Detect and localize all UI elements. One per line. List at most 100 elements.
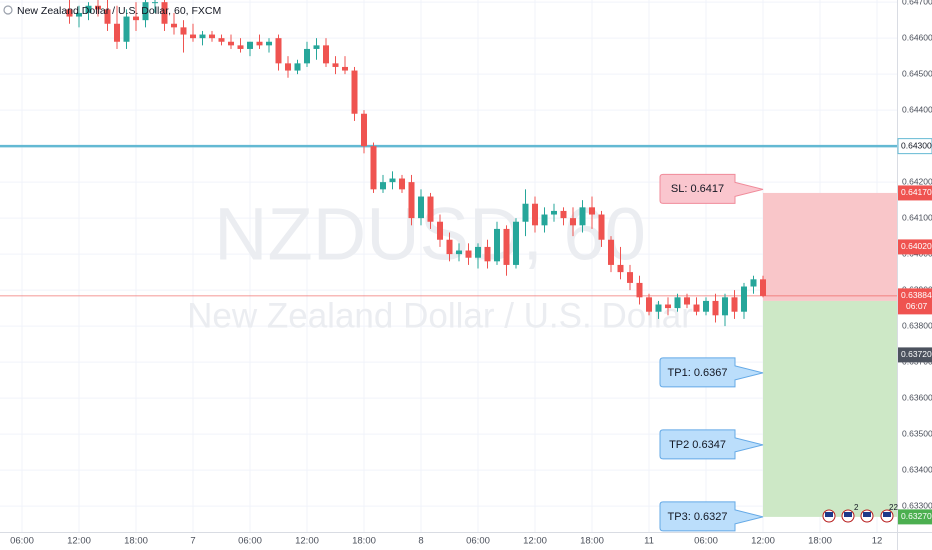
x-tick-label: 12 [872,536,883,547]
candle-body [380,182,387,190]
candle-body [617,264,624,273]
x-tick-label: 06:00 [10,536,34,547]
callout-label: SL: 0.6417 [671,183,724,195]
callout-label: TP1: 0.6367 [668,367,728,379]
candle-body [484,246,491,262]
candle-body [532,203,539,226]
candle-body [627,272,634,283]
candle-body [408,182,415,219]
event-count: 22 [889,503,898,512]
event-flag [844,512,852,517]
grid [0,0,897,532]
candle-body [361,113,368,147]
candle-body [323,45,330,64]
candle-body [608,239,615,265]
price-tag-label: 0.64020 [901,241,932,251]
annotations: SL: 0.6417 TP1: 0.6367 TP2 0.6347 TP3: 0.63… [659,173,764,532]
candle-body [722,297,729,316]
price-tags: 0.643000.641700.640200.638700.6388406:07… [897,138,932,525]
candle-body [522,203,529,222]
event-count: 2 [854,503,859,512]
candle-body [446,239,453,255]
candle-body [76,12,83,17]
price-tag [898,288,932,315]
x-tick-label: 18:00 [352,536,376,547]
candle-body [114,23,121,42]
candle-body [570,218,577,226]
watermark-description: New Zealand Dollar / U.S. Dollar [187,296,693,335]
candle-body [332,63,339,67]
y-tick-label: 0.64100 [902,212,932,222]
candle-body [95,5,102,10]
price-tag [898,239,932,255]
candle-body [161,2,168,24]
candle-body [589,207,596,215]
candle-body [731,297,738,312]
candle-body [399,178,406,190]
y-tick-label: 0.63300 [902,500,932,510]
candle-body [636,282,643,298]
candle-body [237,45,244,49]
x-tick-label: 12:00 [67,536,91,547]
x-tick-label: 18:00 [808,536,832,547]
candle-body [655,304,662,312]
candles [66,0,767,327]
candle-body [85,5,92,13]
candle-body [418,196,425,219]
candle-body [560,210,567,219]
candle-body [275,38,282,64]
candle-body [294,63,301,71]
callout [659,501,764,532]
x-tick-label: 06:00 [238,536,262,547]
candle-body [123,16,130,42]
x-tick-label: 12:00 [751,536,775,547]
candle-body [703,300,710,312]
price-tag [898,347,932,363]
price-tag-label: 0.64170 [901,187,932,197]
callout [659,357,764,388]
callout [659,173,764,204]
events: 2 22 [822,503,898,523]
x-tick-label: 7 [190,536,195,547]
candle-body [228,41,235,46]
candle-body [437,221,444,240]
candle-body [266,41,273,46]
risk-box [763,192,897,301]
x-tick-label: 12:00 [523,536,547,547]
y-tick-label: 0.63500 [902,428,932,438]
x-tick-label: 06:00 [694,536,718,547]
candle-body [665,304,672,309]
event-flag [825,512,833,517]
candle-body [66,9,73,17]
candle-body [104,9,111,24]
candle-body [750,279,757,287]
candle-body [513,221,520,265]
y-tick-label: 0.64500 [902,68,932,78]
price-tag-label: 0.63720 [901,349,932,359]
candle-body [171,23,178,28]
x-tick-label: 11 [644,536,654,547]
price-tag [898,509,932,525]
candle-body [456,250,463,255]
price-countdown: 06:07 [906,301,928,311]
candle-body [712,300,719,316]
callout-label: TP2 0.6347 [669,439,726,451]
candle-body [579,207,586,226]
candle-body [342,66,349,71]
candle-body [285,63,292,71]
candle-body [598,214,605,240]
legend-icon [3,5,13,15]
y-tick-label: 0.63800 [902,320,932,330]
y-tick-label: 0.63400 [902,464,932,474]
y-tick-label: 0.64200 [902,176,932,186]
price-tag [898,185,932,201]
header: New Zealand Dollar / U.S. Dollar, 60, FX… [3,5,221,17]
candle-body [465,250,472,258]
callout [659,429,764,460]
candle-body [541,214,548,226]
watermark: NZDUSD, 60 New Zealand Dollar / U.S. Dol… [187,193,693,336]
overlays [0,144,897,517]
candle-body [199,34,206,39]
